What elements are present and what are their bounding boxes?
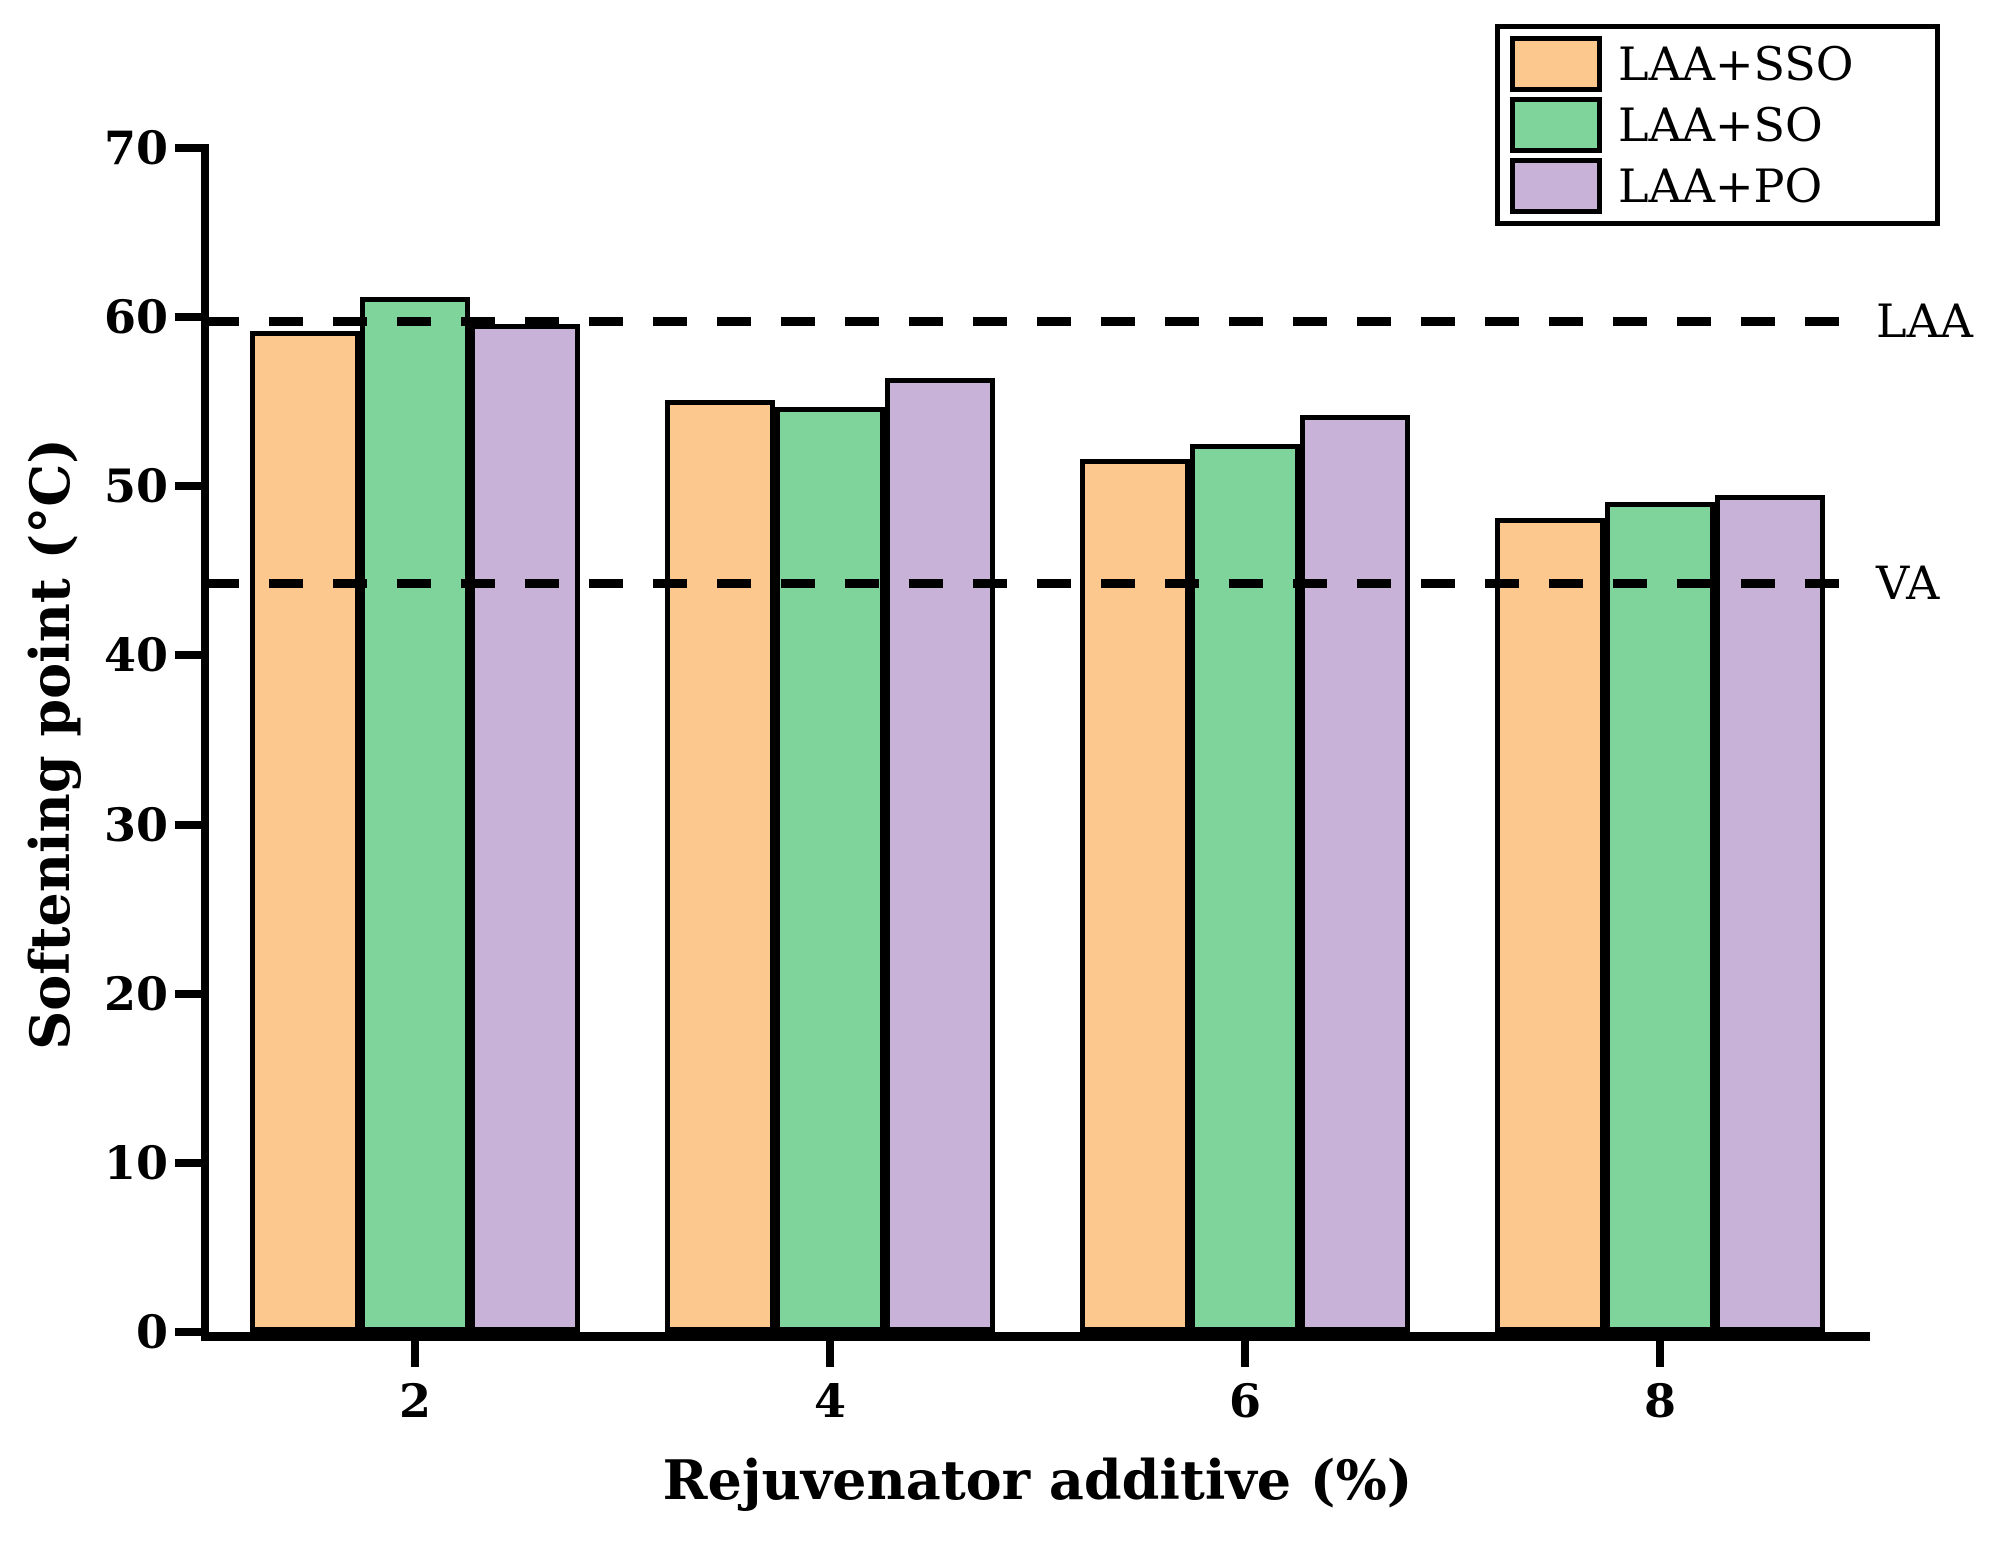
bar-laa-po xyxy=(1715,494,1825,1332)
reference-line-label-laa: LAA xyxy=(1876,293,1973,348)
bar-laa-sso xyxy=(1080,459,1190,1332)
x-tick-mark xyxy=(1241,1341,1249,1367)
x-axis-line xyxy=(201,1332,1870,1341)
legend-swatch xyxy=(1510,36,1602,92)
bar-laa-po xyxy=(1300,415,1410,1332)
bar-laa-po xyxy=(470,323,580,1332)
y-tick-mark xyxy=(175,1158,201,1167)
bar-laa-so xyxy=(1190,444,1300,1332)
legend-item: LAA+SO xyxy=(1510,95,1925,155)
bar-laa-so xyxy=(775,406,885,1332)
y-tick-label: 60 xyxy=(103,290,168,345)
reference-line-laa xyxy=(205,316,1865,326)
y-tick-mark xyxy=(175,144,201,152)
x-tick-label: 4 xyxy=(813,1374,846,1428)
y-tick-mark xyxy=(175,989,201,998)
legend-item: LAA+SSO xyxy=(1510,34,1925,94)
y-tick-label: 40 xyxy=(103,628,168,683)
x-tick-label: 6 xyxy=(1228,1374,1261,1428)
y-tick-label: 10 xyxy=(103,1135,168,1190)
y-tick-mark xyxy=(175,651,201,660)
legend-swatch xyxy=(1510,158,1602,214)
legend-label: LAA+SSO xyxy=(1618,37,1854,91)
bar-laa-so xyxy=(1605,501,1715,1332)
legend: LAA+SSO LAA+SO LAA+PO xyxy=(1495,24,1940,226)
reference-line-va xyxy=(205,578,1865,588)
bar-laa-sso xyxy=(665,400,775,1332)
y-tick-label: 30 xyxy=(103,797,168,852)
x-tick-label: 2 xyxy=(398,1374,431,1428)
legend-label: LAA+PO xyxy=(1618,159,1823,213)
x-axis-title: Rejuvenator additive (%) xyxy=(662,1448,1413,1512)
x-tick-label: 8 xyxy=(1643,1374,1676,1428)
x-tick-mark xyxy=(411,1341,419,1367)
y-tick-label: 20 xyxy=(103,966,168,1021)
y-axis-line xyxy=(201,144,209,1341)
legend-label: LAA+SO xyxy=(1618,98,1823,152)
y-tick-mark xyxy=(175,482,201,491)
y-tick-mark xyxy=(175,820,201,829)
legend-item: LAA+PO xyxy=(1510,156,1925,216)
bar-laa-sso xyxy=(250,330,360,1332)
bar-laa-sso xyxy=(1495,518,1605,1332)
y-tick-mark xyxy=(175,313,201,322)
reference-line-label-va: VA xyxy=(1876,555,1940,610)
y-tick-label: 50 xyxy=(103,459,168,514)
y-axis-title: Softening point (°C) xyxy=(18,438,82,1050)
x-tick-mark xyxy=(826,1341,834,1367)
legend-swatch xyxy=(1510,97,1602,153)
y-tick-mark xyxy=(175,1328,201,1336)
y-tick-label: 70 xyxy=(103,121,168,175)
x-tick-mark xyxy=(1656,1341,1664,1367)
bar-laa-so xyxy=(360,296,470,1332)
bar-laa-po xyxy=(885,378,995,1332)
y-tick-label: 0 xyxy=(135,1305,168,1359)
